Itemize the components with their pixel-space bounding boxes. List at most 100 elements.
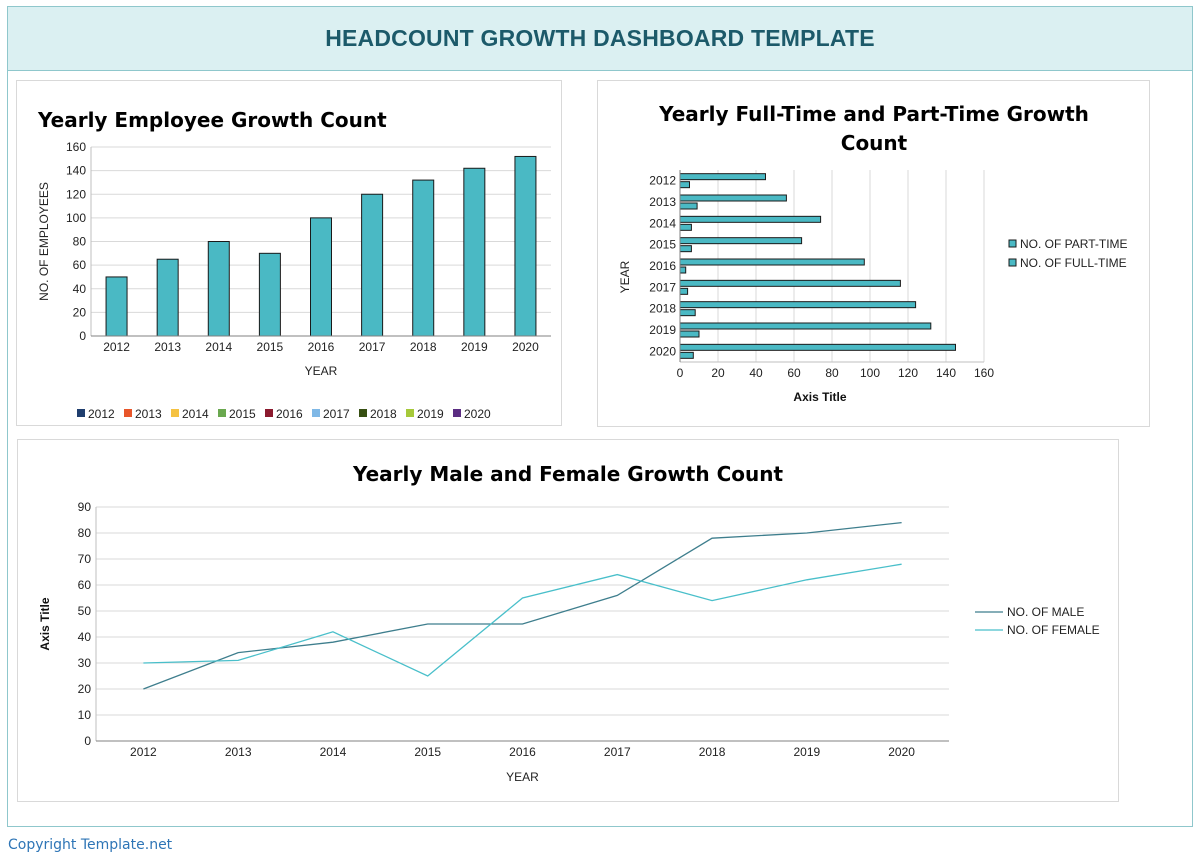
legend-label: 2012: [88, 407, 115, 421]
y-tick-label: 90: [78, 500, 92, 514]
bar: [514, 155, 537, 337]
bar-part-time: [679, 343, 956, 351]
y-tick-label: 2012: [649, 174, 676, 188]
x-tick-label: 60: [787, 366, 801, 380]
legend-swatch: [1008, 258, 1017, 267]
bar: [412, 179, 435, 337]
x-tick-label: 2018: [699, 745, 726, 759]
legend-label: 2015: [229, 407, 256, 421]
bar-part-time: [679, 237, 803, 245]
legend-label: NO. OF PART-TIME: [1020, 237, 1128, 251]
bar-part-time: [679, 322, 932, 330]
legend-swatch: [77, 409, 85, 417]
dashboard-title: HEADCOUNT GROWTH DASHBOARD TEMPLATE: [325, 25, 875, 51]
series-line-male: [143, 521, 902, 690]
bar: [207, 241, 230, 337]
y-axis-title: NO. OF EMPLOYEES: [37, 182, 51, 301]
y-tick-label: 40: [73, 282, 87, 296]
chart-title: Yearly Male and Female Growth Count: [352, 462, 784, 486]
employee-growth-chart-panel: Yearly Employee Growth Count 0 20 40 60 80 100…: [16, 80, 562, 426]
x-tick-label: 140: [936, 366, 956, 380]
x-tick-label: 2016: [509, 745, 536, 759]
legend-swatch: [312, 409, 320, 417]
y-tick-label: 50: [78, 604, 92, 618]
y-tick-label: 120: [66, 187, 86, 201]
legend-swatch: [1008, 239, 1017, 248]
bar: [156, 258, 179, 337]
y-tick-label: 160: [66, 140, 86, 154]
y-tick-label: 80: [73, 235, 87, 249]
y-axis-title: Axis Title: [38, 597, 52, 650]
employee-growth-chart: Yearly Employee Growth Count 0 20 40 60 80 100…: [37, 108, 551, 421]
legend-label: NO. OF FULL-TIME: [1020, 256, 1127, 270]
legend-label: 2018: [370, 407, 397, 421]
legend-swatch: [453, 409, 461, 417]
y-tick-label: 60: [73, 258, 87, 272]
male-female-chart: Yearly Male and Female Growth Count 0 10 20…: [38, 462, 1100, 784]
bar-full-time: [679, 181, 690, 189]
x-tick-label: 2018: [410, 340, 437, 354]
legend-swatch: [124, 409, 132, 417]
chart-title-line-2: Count: [841, 131, 908, 155]
y-tick-label: 60: [78, 578, 92, 592]
y-tick-label: 10: [78, 708, 92, 722]
y-tick-label: 0: [79, 329, 86, 343]
legend-label: 2016: [276, 407, 303, 421]
y-tick-label: 20: [73, 305, 87, 319]
bar: [310, 217, 332, 337]
x-tick-label: 2014: [205, 340, 232, 354]
bar-part-time: [679, 215, 822, 223]
y-tick-label: 2016: [649, 259, 676, 273]
bar-full-time: [679, 330, 700, 338]
x-tick-label: 0: [677, 366, 684, 380]
x-tick-label: 2019: [461, 340, 488, 354]
x-tick-label: 2020: [512, 340, 539, 354]
dashboard-frame: [7, 6, 1193, 827]
bar: [463, 167, 486, 337]
legend-label: 2014: [182, 407, 209, 421]
fulltime-parttime-chart: Yearly Full-Time and Part-Time Growth Cou…: [618, 102, 1128, 404]
bar-part-time: [679, 258, 865, 266]
bar-full-time: [679, 223, 692, 231]
bar-part-time: [679, 173, 766, 181]
x-tick-label: 2014: [320, 745, 347, 759]
x-tick-label: 160: [974, 366, 994, 380]
y-tick-label: 100: [66, 211, 86, 225]
bar-full-time: [679, 287, 689, 295]
y-tick-label: 70: [78, 552, 92, 566]
y-tick-label: 40: [78, 630, 92, 644]
legend-swatch: [218, 409, 226, 417]
x-tick-label: 2019: [793, 745, 820, 759]
legend-label: NO. OF FEMALE: [1007, 623, 1100, 637]
x-tick-label: 2012: [103, 340, 130, 354]
y-axis-title: YEAR: [618, 260, 632, 293]
x-tick-label: 120: [898, 366, 918, 380]
x-axis-title: YEAR: [506, 770, 539, 784]
y-tick-label: 80: [78, 526, 92, 540]
x-tick-label: 2017: [359, 340, 386, 354]
y-tick-label: 30: [78, 656, 92, 670]
chart-title-line-1: Yearly Full-Time and Part-Time Growth: [658, 102, 1089, 126]
series-line-female: [143, 563, 902, 677]
bar: [361, 193, 384, 337]
bar-full-time: [679, 245, 692, 253]
dashboard-header: HEADCOUNT GROWTH DASHBOARD TEMPLATE: [8, 7, 1192, 71]
y-tick-label: 140: [66, 164, 86, 178]
legend-label: 2017: [323, 407, 350, 421]
bar-part-time: [679, 279, 901, 287]
x-tick-label: 20: [711, 366, 725, 380]
x-tick-label: 40: [749, 366, 763, 380]
copyright-text: Copyright Template.net: [8, 837, 173, 853]
bar: [105, 276, 128, 337]
bar-full-time: [679, 309, 696, 317]
legend-label: 2020: [464, 407, 491, 421]
x-tick-label: 2017: [604, 745, 631, 759]
legend-swatch: [265, 409, 273, 417]
y-tick-label: 2015: [649, 238, 676, 252]
x-axis-title: YEAR: [305, 364, 338, 378]
x-axis-title: Axis Title: [793, 390, 846, 404]
y-tick-label: 0: [84, 734, 91, 748]
legend-label: 2019: [417, 407, 444, 421]
legend-swatch: [359, 409, 367, 417]
x-tick-label: 2020: [888, 745, 915, 759]
